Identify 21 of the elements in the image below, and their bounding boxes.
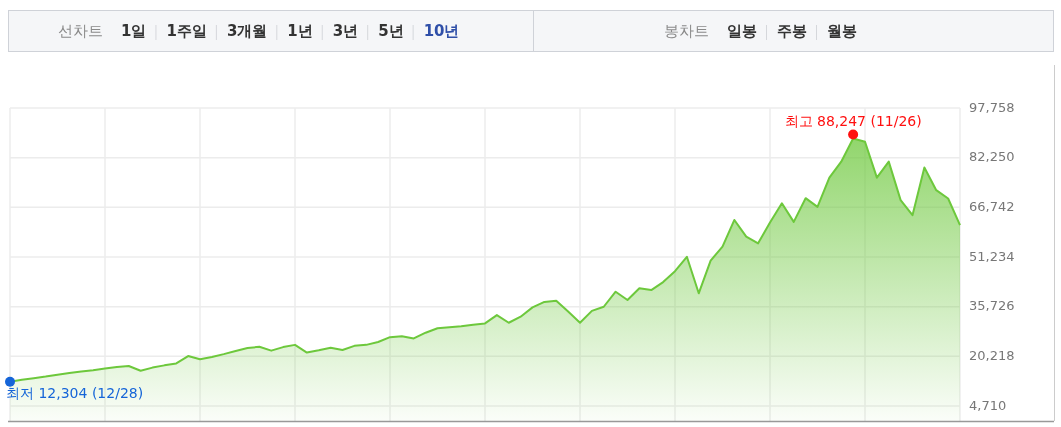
text: 일봉 [727, 22, 757, 40]
text: 1년 [287, 22, 313, 40]
annotation: 최고 88,247 (11/26) [784, 113, 922, 130]
y-tick-label: 66,742 [969, 198, 1015, 214]
text: 선차트 [58, 22, 103, 40]
y-tick-label: 82,250 [969, 149, 1015, 165]
y-tick-label: 51,234 [969, 248, 1015, 264]
text: 봉차트 [664, 22, 709, 40]
text: 3년 [332, 22, 359, 40]
text: 1주일 [166, 22, 207, 40]
y-tick-label: 35,726 [969, 298, 1015, 314]
y-tick-label: 20,218 [969, 347, 1015, 363]
y-tick-label: 97,758 [969, 99, 1015, 115]
text: 5년 [378, 22, 404, 40]
text: 1일 [121, 22, 147, 40]
text: 10년 [423, 22, 460, 40]
text: 주봉 [777, 22, 807, 40]
annotation: 최저 12,304 (12/28) [6, 384, 144, 401]
text: 3개월 [226, 22, 268, 40]
text: 월봉 [827, 22, 857, 40]
y-tick-label: 4,710 [969, 397, 1007, 413]
